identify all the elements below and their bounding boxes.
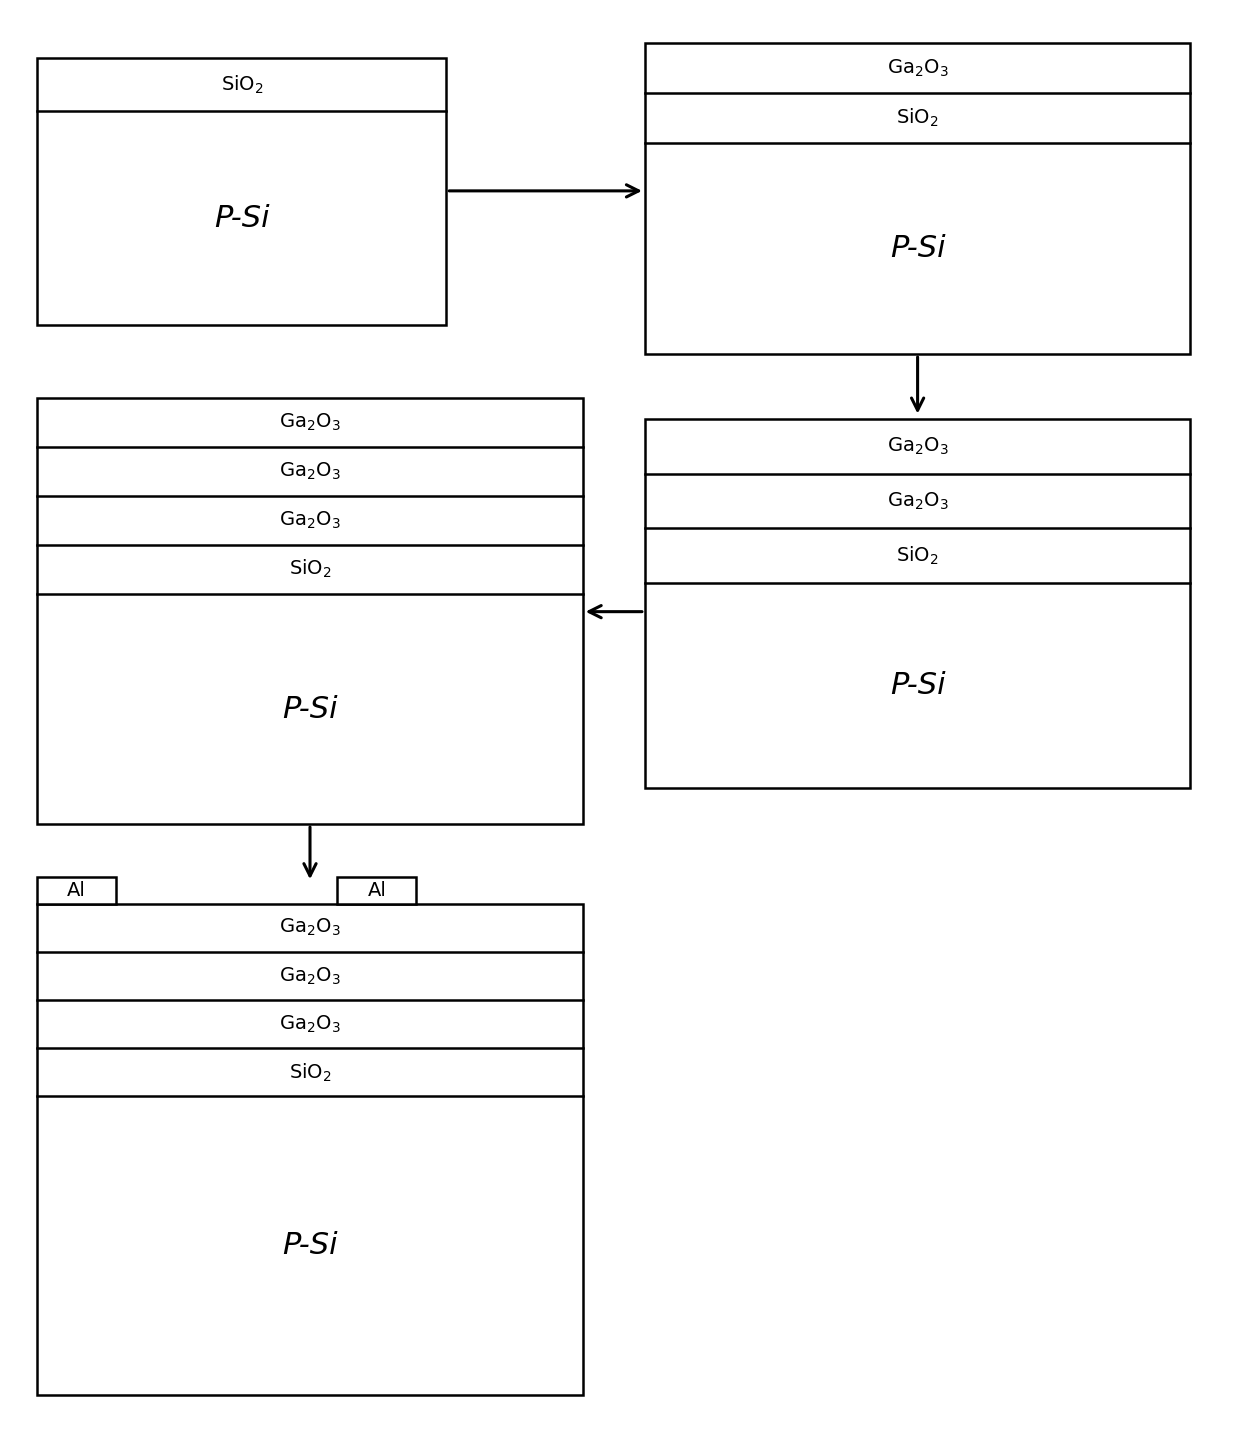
Bar [337, 876, 417, 904]
Text: P-Si: P-Si [890, 671, 945, 700]
Bar [645, 43, 1190, 354]
Text: Ga$_2$O$_3$: Ga$_2$O$_3$ [887, 437, 949, 457]
Text: Ga$_2$O$_3$: Ga$_2$O$_3$ [887, 490, 949, 512]
Text: SiO$_2$: SiO$_2$ [221, 74, 263, 95]
Bar [37, 904, 583, 1395]
Text: SiO$_2$: SiO$_2$ [289, 1061, 331, 1083]
Text: P-Si: P-Si [283, 694, 337, 723]
Bar [37, 58, 446, 325]
Text: SiO$_2$: SiO$_2$ [289, 558, 331, 580]
Text: SiO$_2$: SiO$_2$ [897, 107, 939, 129]
Text: Ga$_2$O$_3$: Ga$_2$O$_3$ [279, 966, 341, 986]
Text: Ga$_2$O$_3$: Ga$_2$O$_3$ [279, 509, 341, 531]
Bar [645, 419, 1190, 788]
Text: P-Si: P-Si [215, 204, 269, 233]
Text: P-Si: P-Si [283, 1232, 337, 1261]
Text: Ga$_2$O$_3$: Ga$_2$O$_3$ [887, 58, 949, 80]
Text: Ga$_2$O$_3$: Ga$_2$O$_3$ [279, 412, 341, 432]
Text: Al: Al [67, 881, 87, 899]
Text: SiO$_2$: SiO$_2$ [897, 545, 939, 567]
Bar [37, 876, 117, 904]
Text: Al: Al [367, 881, 387, 899]
Text: Ga$_2$O$_3$: Ga$_2$O$_3$ [279, 917, 341, 938]
Text: Ga$_2$O$_3$: Ga$_2$O$_3$ [279, 1014, 341, 1035]
Text: P-Si: P-Si [890, 234, 945, 263]
Text: Ga$_2$O$_3$: Ga$_2$O$_3$ [279, 461, 341, 482]
Bar [37, 398, 583, 824]
